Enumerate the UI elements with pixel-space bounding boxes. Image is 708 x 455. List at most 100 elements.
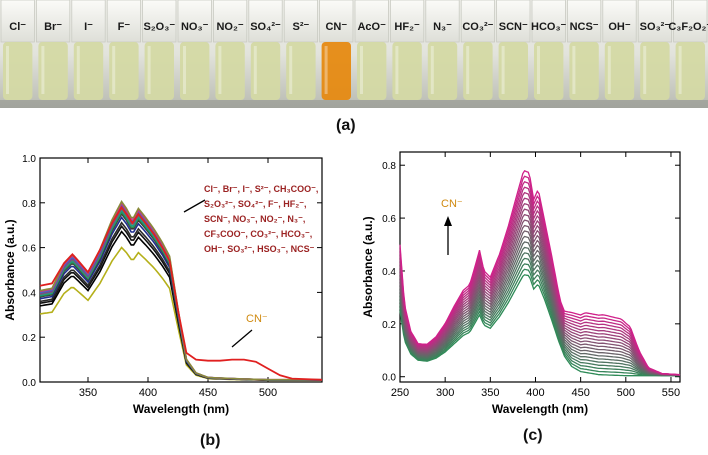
vial-solution bbox=[427, 42, 458, 100]
vial-label: NO₃⁻ bbox=[181, 21, 209, 33]
y-tick-label: 0.8 bbox=[382, 161, 396, 172]
series-line bbox=[399, 202, 681, 376]
vial-label: AcO⁻ bbox=[357, 21, 386, 33]
series-line bbox=[399, 235, 680, 376]
y-tick-label: 0.0 bbox=[382, 373, 396, 384]
vial-glare bbox=[607, 46, 611, 94]
series-line bbox=[399, 186, 681, 376]
vial-label: HCO₃⁻ bbox=[531, 21, 567, 33]
y-tick-label: 1.0 bbox=[22, 154, 36, 165]
vial-glare bbox=[395, 46, 399, 94]
vial-glare bbox=[289, 46, 293, 94]
x-tick-label: 450 bbox=[571, 387, 589, 399]
cn-label-c: CN⁻ bbox=[441, 198, 463, 210]
vial-solution bbox=[109, 42, 139, 100]
anion-list-line: Cl⁻, Br⁻, I⁻, S²⁻, CH₃COO⁻, bbox=[204, 184, 318, 194]
y-tick-label: 0.4 bbox=[382, 267, 396, 278]
vial: CO₃²⁻ bbox=[460, 0, 496, 100]
chart-c-ylabel: Absorbance (a.u.) bbox=[361, 216, 375, 317]
vial-cap bbox=[71, 0, 106, 43]
series-line bbox=[399, 263, 680, 377]
vial-cap bbox=[531, 0, 566, 43]
vial: HCO₃⁻ bbox=[531, 0, 567, 100]
vial-cap bbox=[460, 0, 496, 43]
series-line bbox=[399, 268, 680, 377]
vial: SCN⁻ bbox=[496, 0, 531, 100]
x-tick-label: 500 bbox=[259, 387, 277, 399]
vial: C₃F₂O₂⁻ bbox=[668, 0, 708, 100]
vial-solution bbox=[675, 42, 705, 100]
series-line bbox=[399, 175, 681, 376]
vial-solution bbox=[463, 42, 493, 100]
anion-vials-photo: Cl⁻ Br⁻ I⁻ F⁻ S₂O₃⁻ NO₃⁻ NO₂⁻ SO₄²⁻ S²⁻ CN⁻ AcO⁻ HF… bbox=[0, 0, 708, 108]
vial-cap bbox=[142, 0, 177, 43]
vial-cap bbox=[248, 0, 283, 43]
series-line bbox=[399, 181, 681, 376]
vial-solution bbox=[321, 42, 351, 100]
vial: NO₃⁻ bbox=[177, 0, 212, 100]
vial: N₃⁻ bbox=[425, 0, 460, 100]
anion-list-line: S₂O₃²⁻, SO₄²⁻, F⁻, HF₂⁻, bbox=[204, 199, 306, 209]
vial-glare bbox=[430, 46, 434, 94]
vial-cap bbox=[354, 0, 389, 43]
vial-glare bbox=[324, 46, 328, 94]
chart-b-xlabel: Wavelength (nm) bbox=[133, 402, 229, 416]
vial-solution bbox=[604, 42, 635, 100]
x-tick-label: 250 bbox=[391, 387, 409, 399]
chart-b-ylabel: Absorbance (a.u.) bbox=[3, 219, 17, 320]
vial-cap bbox=[602, 0, 637, 43]
series-line bbox=[399, 224, 681, 376]
vial-glare bbox=[183, 46, 186, 94]
cn-arrow-head-c bbox=[444, 216, 452, 226]
vial-label: OH⁻ bbox=[608, 21, 631, 33]
vial-solution bbox=[286, 42, 316, 100]
series-line bbox=[399, 252, 681, 377]
vial-solution bbox=[250, 42, 281, 100]
series-line bbox=[399, 191, 681, 376]
vial: OH⁻ bbox=[602, 0, 637, 100]
cn-arrow-b bbox=[231, 329, 253, 348]
vial-label: NO₂⁻ bbox=[216, 21, 243, 33]
y-tick-label: 0.6 bbox=[382, 214, 396, 225]
cn-label-b: CN⁻ bbox=[246, 313, 268, 325]
series-line bbox=[399, 230, 680, 376]
vial-solution bbox=[73, 42, 104, 100]
vial-label: F⁻ bbox=[118, 21, 131, 33]
series-line bbox=[399, 208, 680, 376]
vial-label: I⁻ bbox=[84, 21, 93, 33]
vial-glare bbox=[41, 46, 45, 94]
vial-label: SCN⁻ bbox=[499, 21, 528, 33]
vial-glare bbox=[360, 46, 363, 94]
chart-c-curves bbox=[399, 169, 681, 377]
vial: S₂O₃⁻ bbox=[142, 0, 177, 100]
x-tick-label: 300 bbox=[436, 387, 454, 399]
vial-glare bbox=[466, 46, 470, 94]
vial-label: SO₃²⁻ bbox=[640, 21, 671, 33]
vial: AcO⁻ bbox=[354, 0, 389, 100]
vial-glare bbox=[537, 46, 540, 94]
series-line bbox=[399, 213, 681, 376]
vial-solution bbox=[215, 42, 245, 100]
vial-solution bbox=[38, 42, 68, 100]
vial-glare bbox=[218, 46, 222, 94]
series-line bbox=[399, 197, 681, 376]
vial-solution bbox=[392, 42, 422, 100]
vial: HF₂⁻ bbox=[389, 0, 425, 100]
vial-glare bbox=[112, 46, 116, 94]
x-tick-label: 400 bbox=[526, 387, 544, 399]
vial-cap bbox=[496, 0, 531, 43]
vial-label: N₃⁻ bbox=[433, 21, 452, 33]
vial-label: CO₃²⁻ bbox=[462, 21, 493, 33]
x-tick-label: 400 bbox=[139, 387, 157, 399]
vial-glare bbox=[501, 46, 505, 94]
vial: F⁻ bbox=[106, 0, 141, 100]
vial-glare bbox=[643, 46, 647, 94]
chart-c-xlabel: Wavelength (nm) bbox=[492, 402, 588, 416]
vial-label: S₂O₃⁻ bbox=[143, 21, 175, 33]
vial-cap bbox=[425, 0, 460, 43]
vial: SO₃²⁻ bbox=[637, 0, 673, 100]
x-tick-label: 350 bbox=[481, 387, 499, 399]
series-line bbox=[399, 246, 680, 377]
caption-c: (c) bbox=[523, 427, 543, 444]
vial-glare bbox=[147, 46, 151, 94]
